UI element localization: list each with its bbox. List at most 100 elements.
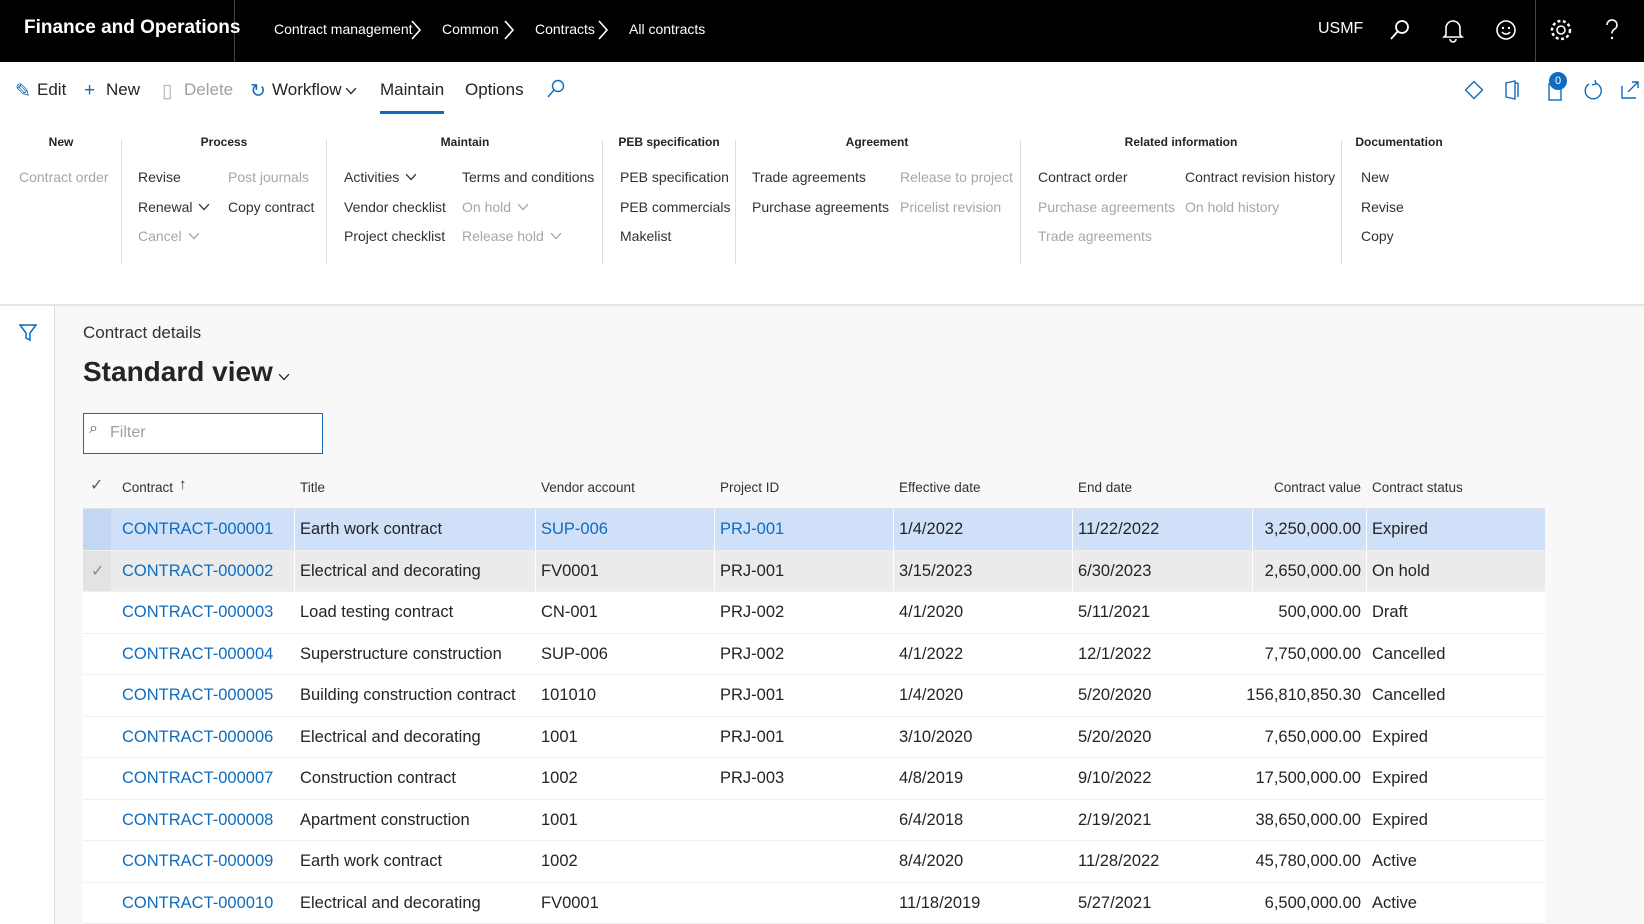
- cell: Active: [1372, 852, 1417, 870]
- filter-pane-icon[interactable]: [18, 322, 38, 344]
- grid-row[interactable]: [83, 758, 1545, 800]
- ribbon-item: On hold: [462, 198, 512, 215]
- row-selector[interactable]: [83, 633, 111, 674]
- smile-icon[interactable]: [1494, 18, 1518, 42]
- ribbon-item[interactable]: Copy: [1361, 228, 1394, 244]
- notification-badge[interactable]: 0: [1549, 72, 1567, 90]
- open-new-icon[interactable]: [1618, 78, 1642, 102]
- cell-link[interactable]: CONTRACT-000003: [122, 603, 274, 621]
- ribbon-item[interactable]: Contract revision history: [1185, 169, 1336, 185]
- cell: 45,780,000.00: [1255, 852, 1361, 870]
- grid-row[interactable]: [83, 841, 1545, 883]
- cell-link[interactable]: CONTRACT-000007: [122, 769, 274, 787]
- settings-icon[interactable]: [1548, 17, 1574, 43]
- cell-link[interactable]: CONTRACT-000009: [122, 852, 274, 870]
- refresh-icon[interactable]: [1581, 78, 1605, 102]
- row-selector[interactable]: [83, 509, 111, 550]
- cell: 6,500,000.00: [1264, 893, 1361, 912]
- ribbon-item[interactable]: PEB commercials: [620, 198, 731, 215]
- column-header[interactable]: Contract status: [1372, 480, 1463, 495]
- bell-icon[interactable]: [1442, 18, 1464, 44]
- company[interactable]: USMF: [1318, 20, 1364, 37]
- row-selector[interactable]: [83, 592, 111, 633]
- ribbon-item[interactable]: Terms and conditions: [462, 169, 595, 185]
- breadcrumb[interactable]: Common: [442, 21, 499, 37]
- column-header[interactable]: End date: [1078, 480, 1133, 495]
- select-all-check[interactable]: ✓: [90, 477, 104, 494]
- grid-row[interactable]: [83, 799, 1545, 841]
- help-icon[interactable]: [1602, 17, 1622, 43]
- grid-row[interactable]: [83, 509, 1545, 551]
- cell-divider: [535, 509, 536, 550]
- ribbon-item[interactable]: PEB specification: [620, 169, 729, 185]
- filter-box[interactable]: [83, 413, 323, 454]
- cell: 5/20/2020: [1078, 686, 1152, 704]
- ribbon-tab[interactable]: Options: [465, 80, 524, 99]
- column-header[interactable]: Project ID: [720, 480, 780, 495]
- breadcrumb[interactable]: All contracts: [629, 21, 706, 37]
- ribbon-item[interactable]: Copy contract: [228, 198, 315, 215]
- ribbon-item[interactable]: Purchase agreements: [752, 198, 889, 215]
- view-name[interactable]: Standard view: [83, 356, 273, 387]
- column-header[interactable]: Title: [300, 480, 326, 495]
- icon-part: [1442, 20, 1464, 38]
- cell-link[interactable]: CONTRACT-000006: [122, 727, 274, 746]
- row-selector[interactable]: [83, 675, 111, 716]
- row-selector[interactable]: [83, 841, 111, 882]
- column-header[interactable]: Effective date: [899, 480, 981, 495]
- grid-header: [83, 468, 1545, 509]
- breadcrumb[interactable]: Contract management: [274, 21, 413, 37]
- toolbar-action[interactable]: New +: [84, 80, 141, 101]
- ribbon-item[interactable]: Vendor checklist: [344, 198, 446, 215]
- column-header[interactable]: Contract value: [1273, 480, 1361, 495]
- ribbon-item[interactable]: Activities: [344, 169, 400, 185]
- grid-row[interactable]: [83, 716, 1545, 758]
- row-selector[interactable]: [83, 799, 111, 840]
- row-selector[interactable]: [83, 716, 111, 757]
- ribbon-tab[interactable]: Maintain: [380, 80, 445, 99]
- cell-link[interactable]: CONTRACT-000005: [122, 686, 274, 704]
- ribbon-item[interactable]: Trade agreements: [752, 169, 866, 185]
- toolbar-action[interactable]: Edit ✎: [15, 80, 67, 102]
- group-title: Maintain: [440, 135, 490, 149]
- column-header[interactable]: Contract: [122, 480, 174, 495]
- cell: Active: [1372, 893, 1417, 912]
- cell-link[interactable]: CONTRACT-000004: [122, 644, 274, 663]
- office-icon[interactable]: [1500, 78, 1524, 102]
- breadcrumb[interactable]: Contracts: [535, 21, 595, 37]
- ribbon-item[interactable]: Contract order: [1038, 169, 1128, 185]
- filter-placeholder[interactable]: Filter: [110, 424, 146, 441]
- ribbon-item[interactable]: Renewal: [138, 198, 193, 215]
- cell-link[interactable]: SUP-006: [541, 520, 608, 538]
- cell-link[interactable]: CONTRACT-000010: [122, 893, 274, 912]
- ribbon-item[interactable]: New: [1361, 169, 1390, 185]
- cell-link[interactable]: CONTRACT-000008: [122, 810, 274, 829]
- group-title: PEB specification: [618, 135, 720, 149]
- cell-divider: [294, 550, 295, 591]
- cell: Expired: [1372, 769, 1428, 787]
- search-icon[interactable]: [545, 78, 567, 102]
- cell: 11/18/2019: [899, 893, 981, 912]
- column-header[interactable]: Vendor account: [541, 480, 635, 495]
- cell-link[interactable]: CONTRACT-000002: [122, 561, 274, 580]
- ribbon-item[interactable]: Makelist: [620, 228, 672, 244]
- row-selector[interactable]: [83, 550, 111, 591]
- grid-row[interactable]: [83, 675, 1545, 717]
- ribbon-item[interactable]: Project checklist: [344, 228, 446, 244]
- cell: 6/4/2018: [899, 810, 964, 829]
- row-selector[interactable]: [83, 758, 111, 799]
- grid-row[interactable]: [83, 550, 1545, 592]
- brand[interactable]: Finance and Operations: [24, 17, 241, 38]
- row-selector[interactable]: [83, 882, 111, 923]
- ribbon-item[interactable]: Revise: [138, 169, 181, 185]
- cell: Construction contract: [300, 769, 456, 787]
- diamond-icon[interactable]: [1462, 78, 1486, 102]
- grid-row[interactable]: [83, 633, 1545, 675]
- cell: 2,650,000.00: [1264, 561, 1361, 580]
- toolbar-action[interactable]: Workflow ↻: [250, 80, 342, 102]
- cell-link[interactable]: PRJ-001: [720, 520, 785, 538]
- grid-row[interactable]: [83, 592, 1545, 634]
- cell-link[interactable]: CONTRACT-000001: [122, 520, 274, 538]
- ribbon-item[interactable]: Revise: [1361, 198, 1404, 215]
- search-icon[interactable]: [1388, 18, 1412, 44]
